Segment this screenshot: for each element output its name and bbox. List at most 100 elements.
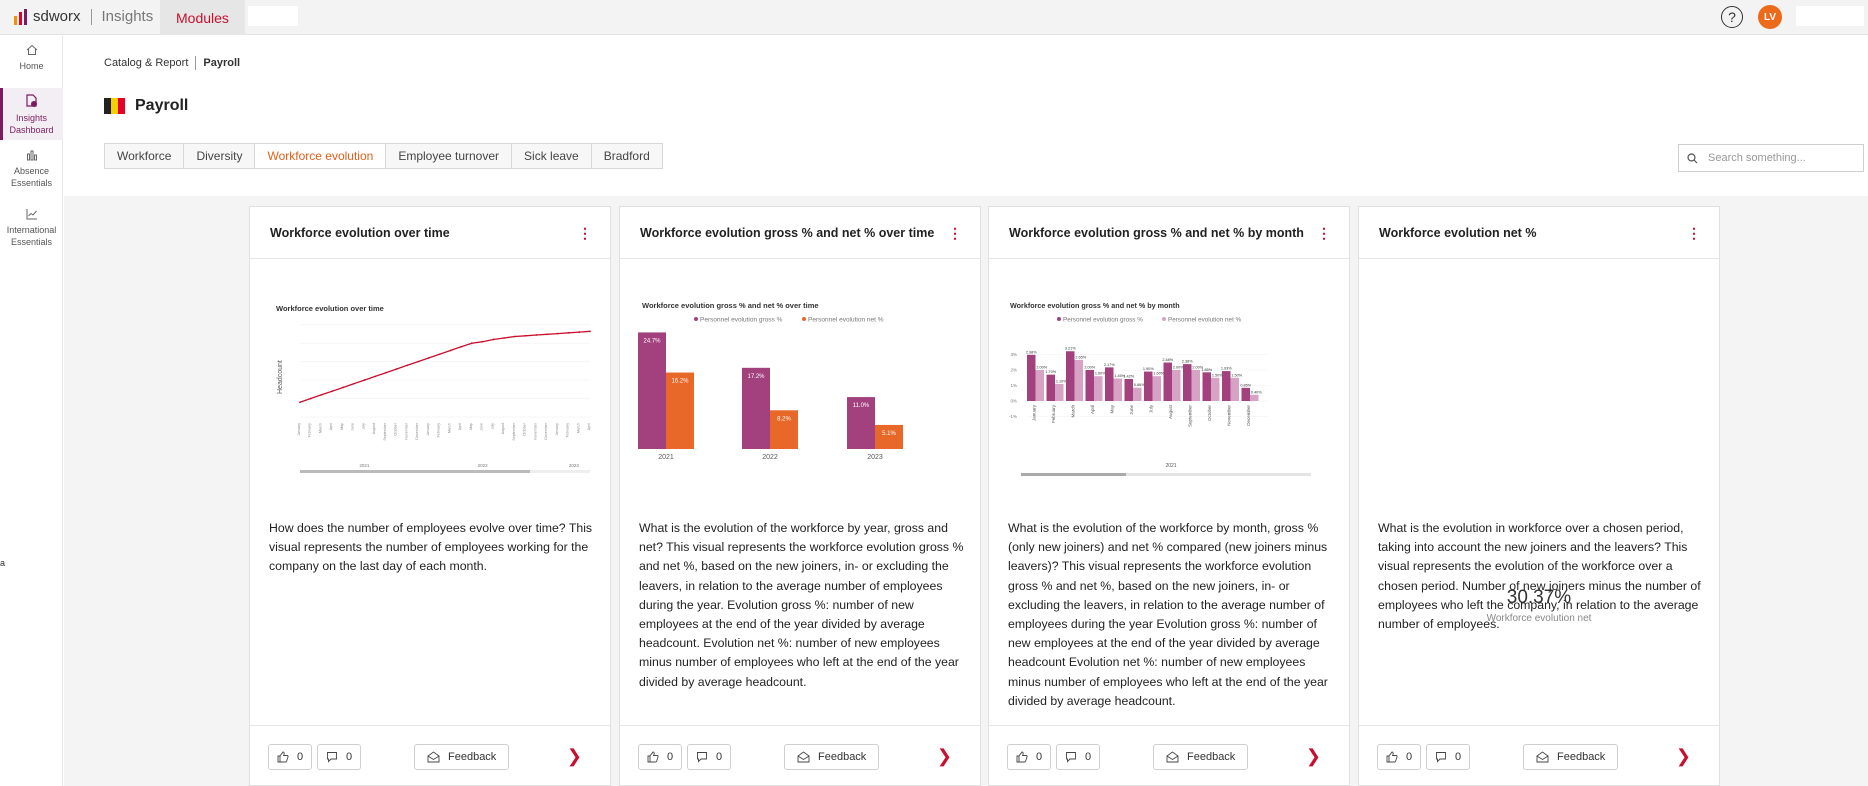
bar-june-net[interactable] xyxy=(1133,387,1142,401)
logo-divider xyxy=(90,8,92,25)
legend-gross: Personnel evolution gross % xyxy=(1063,317,1143,324)
feedback-button[interactable]: Feedback xyxy=(414,744,510,770)
bar-2021-gross[interactable] xyxy=(638,332,666,449)
x-tick-label: July xyxy=(1149,404,1154,413)
tab-workforce-evolution[interactable]: Workforce evolution xyxy=(255,144,387,168)
chart-scroll-track xyxy=(1021,473,1311,476)
like-button[interactable]: 0 xyxy=(1007,744,1052,770)
x-tick-label: April xyxy=(1090,405,1095,414)
open-chevron-right-icon[interactable]: ❯ xyxy=(566,746,582,766)
sidebar-item-international-essentials[interactable]: International Essentials xyxy=(0,208,63,264)
kpi-value: 30.37% xyxy=(1506,587,1572,608)
x-tick-label: October xyxy=(523,422,527,436)
sidebar-item-home[interactable]: Home xyxy=(0,44,63,82)
open-chevron-right-icon[interactable]: ❯ xyxy=(936,746,952,766)
x-tick-label: December xyxy=(415,422,419,439)
x-tick-label: February xyxy=(566,423,570,438)
like-button[interactable]: 0 xyxy=(268,744,313,770)
bar-value-label: 2.48% xyxy=(1162,358,1173,362)
x-tick-label: December xyxy=(544,422,548,439)
bar-january-gross[interactable] xyxy=(1027,354,1036,401)
bar-october-net[interactable] xyxy=(1211,377,1220,401)
sidebar-item-label: Absence Essentials xyxy=(10,166,53,188)
bar-april-net[interactable] xyxy=(1094,376,1103,401)
bar-november-gross[interactable] xyxy=(1222,371,1231,401)
bar-may-gross[interactable] xyxy=(1105,367,1114,401)
comment-button[interactable]: 0 xyxy=(1426,744,1471,770)
legend-swatch-net xyxy=(1162,317,1166,321)
more-options-icon[interactable]: ⋮ xyxy=(948,224,962,241)
bar-february-net[interactable] xyxy=(1055,383,1064,401)
bar-value-label: 1.45% xyxy=(1114,374,1125,378)
like-button[interactable]: 0 xyxy=(638,744,683,770)
more-options-icon[interactable]: ⋮ xyxy=(578,224,592,241)
open-chevron-right-icon[interactable]: ❯ xyxy=(1305,746,1321,766)
tab-workforce[interactable]: Workforce xyxy=(105,144,185,168)
sidebar-item-absence-essentials[interactable]: Absence Essentials xyxy=(0,149,63,199)
card-description: What is the evolution in workforce over … xyxy=(1378,521,1701,632)
tab-sick-leave[interactable]: Sick leave xyxy=(512,144,592,168)
bar-value-label: 1.70% xyxy=(1045,370,1056,374)
bar-value-label: 2.38% xyxy=(1182,360,1193,364)
bar-value-label: 2.00% xyxy=(1192,366,1203,370)
bar-2022-net[interactable] xyxy=(770,410,798,449)
search-input[interactable] xyxy=(1708,152,1848,164)
bar-november-net[interactable] xyxy=(1230,377,1240,401)
y-tick-label: 3% xyxy=(1010,352,1017,357)
bar-december-net[interactable] xyxy=(1250,394,1259,401)
feedback-button[interactable]: Feedback xyxy=(1523,744,1619,770)
bar-october-gross[interactable] xyxy=(1202,372,1212,401)
bar-august-gross[interactable] xyxy=(1163,362,1173,401)
bar-february-gross[interactable] xyxy=(1046,374,1056,401)
user-avatar[interactable]: LV xyxy=(1758,5,1782,29)
bar-value-label: 1.60% xyxy=(1095,372,1106,376)
bar-january-net[interactable] xyxy=(1035,370,1045,401)
chart-title: Workforce evolution gross % and net % ov… xyxy=(642,301,819,310)
bar-value-label: 17.2% xyxy=(747,374,765,380)
x-tick-label: April xyxy=(458,423,462,430)
bar-2022-gross[interactable] xyxy=(742,367,770,449)
feedback-button[interactable]: Feedback xyxy=(784,744,880,770)
bar-march-gross[interactable] xyxy=(1066,351,1075,401)
tab-bradford[interactable]: Bradford xyxy=(603,149,650,163)
comment-button[interactable]: 0 xyxy=(317,744,362,770)
like-button[interactable]: 0 xyxy=(1377,744,1422,770)
feedback-button[interactable]: Feedback xyxy=(1153,744,1249,770)
bar-value-label: 1.90% xyxy=(1143,367,1154,371)
bar-value-label: 24.7% xyxy=(643,338,661,344)
bar-july-gross[interactable] xyxy=(1144,371,1153,401)
breadcrumb-parent[interactable]: Catalog & Report xyxy=(104,57,189,69)
more-options-icon[interactable]: ⋮ xyxy=(1687,224,1701,241)
bar-december-gross[interactable] xyxy=(1241,387,1251,401)
chart-scrollbar[interactable] xyxy=(1021,473,1126,476)
chart-point xyxy=(578,331,581,333)
comment-button[interactable]: 0 xyxy=(1056,744,1101,770)
bar-value-label: 11.0% xyxy=(853,403,870,409)
bar-may-net[interactable] xyxy=(1113,378,1123,401)
bar-2021-net[interactable] xyxy=(666,372,694,449)
sidebar-item-insights-dashboard[interactable]: Insights Dashboard xyxy=(0,88,63,140)
help-icon[interactable]: ? xyxy=(1721,6,1743,28)
x-tick-label: March xyxy=(1071,405,1076,418)
bar-september-net[interactable] xyxy=(1191,370,1201,401)
comment-button[interactable]: 0 xyxy=(687,744,732,770)
x-tick-label: May xyxy=(469,423,473,430)
open-chevron-right-icon[interactable]: ❯ xyxy=(1675,746,1691,766)
chart-point xyxy=(470,342,473,345)
x-tick-label: January xyxy=(1032,404,1037,421)
tab-employee-turnover[interactable]: Employee turnover xyxy=(386,144,513,168)
thumbs-up-icon xyxy=(1386,751,1398,763)
more-options-icon[interactable]: ⋮ xyxy=(1317,224,1331,241)
bar-june-gross[interactable] xyxy=(1124,378,1134,401)
bar-2023-net[interactable] xyxy=(875,424,903,449)
bar-july-net[interactable] xyxy=(1152,376,1162,401)
bar-august-net[interactable] xyxy=(1172,370,1181,401)
app-logo[interactable]: sdworx Insights xyxy=(14,8,153,25)
tab-diversity[interactable]: Diversity xyxy=(184,144,256,168)
bar-value-label: 16.2% xyxy=(671,379,689,385)
modules-button[interactable]: Modules xyxy=(160,0,245,35)
bar-2023-gross[interactable] xyxy=(847,397,875,449)
bar-september-gross[interactable] xyxy=(1183,364,1192,401)
bar-april-gross[interactable] xyxy=(1085,370,1095,401)
bar-march-net[interactable] xyxy=(1074,359,1084,401)
